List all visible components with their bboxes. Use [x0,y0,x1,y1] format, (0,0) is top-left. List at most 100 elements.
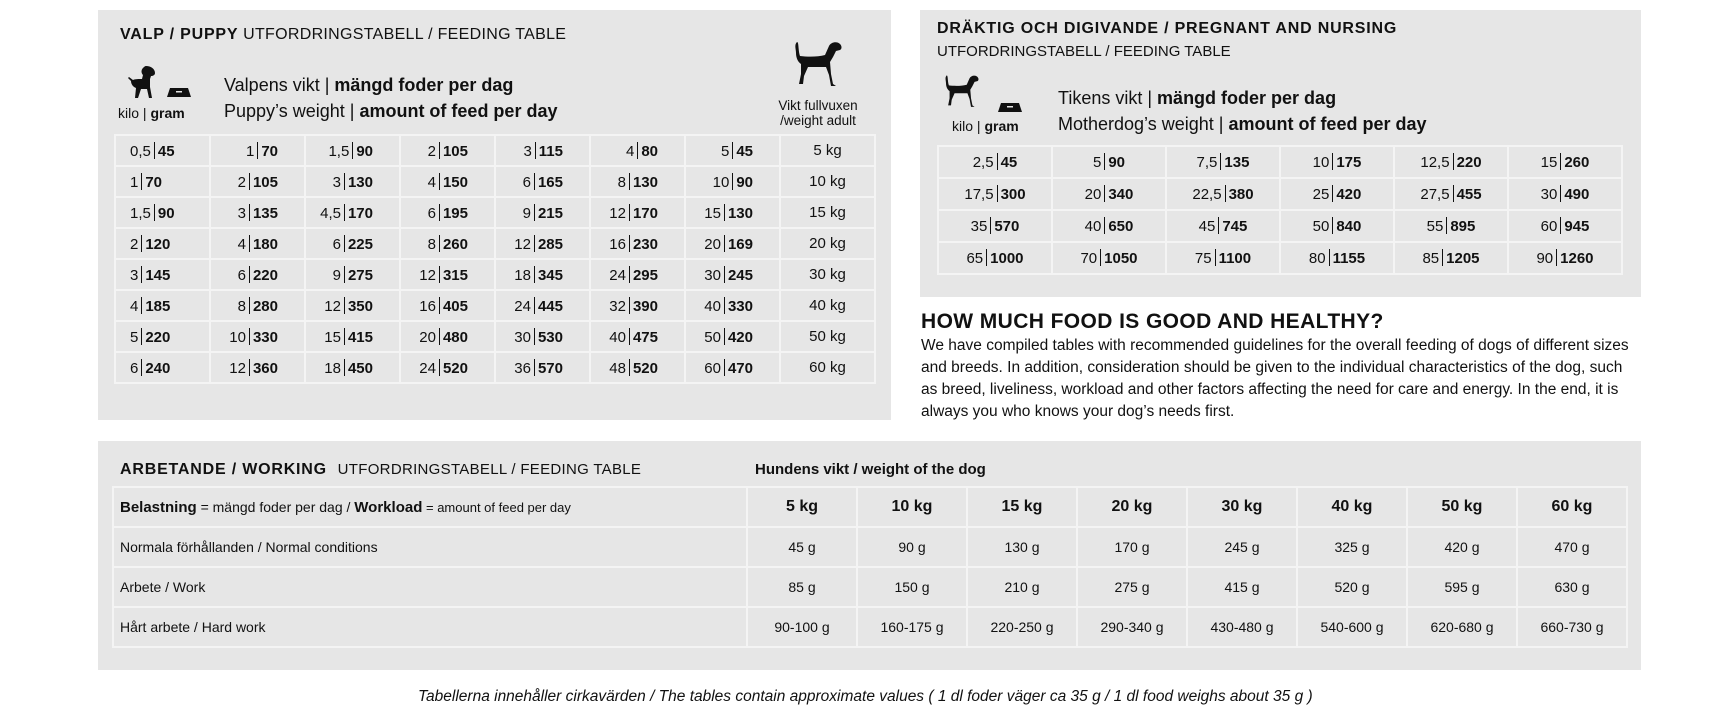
gram-value: 445 [537,297,563,315]
feed-cell: 9 275 [304,258,401,291]
feed-cell: 6 225 [304,227,401,260]
header-bold: Workload [354,498,423,516]
kilo-value: 9 [332,266,341,284]
feed-cell: 10 175 [1279,145,1395,179]
kilo-value: 12 [229,359,246,377]
gram-value: 360 [252,359,278,377]
table-row: 4 185 8 280 12 350 16 405 24 445 32 390 40 330 40 kg [114,289,876,322]
feed-amount-cell: 420 g [1406,526,1518,568]
separator [533,327,535,345]
feed-cell: 6 220 [209,258,306,291]
separator [141,358,143,376]
separator [1442,249,1444,266]
kilo-value: 30 [1540,186,1558,203]
gram-value: 315 [442,266,468,284]
kilo-value: 3 [523,142,532,160]
feed-cell: 18 345 [494,258,591,291]
kilo-value: 22,5 [1192,186,1222,203]
kilo-value: 0,5 [130,142,151,160]
kilo-value: 80 [1308,250,1326,267]
gram-value: 90 [157,204,175,222]
weight-column-header: 60 kg [1516,486,1628,528]
table-row: 6 240 12 360 18 450 24 520 36 570 48 520 60 470 60 kg [114,351,876,384]
gram-value: 330 [727,297,753,315]
gram-value: 90 [356,142,373,160]
kilo-value: 20 [1084,186,1102,203]
feed-amount-cell: 325 g [1296,526,1408,568]
gram-value: 745 [1222,218,1248,235]
gram-value: 300 [1000,186,1026,203]
pregnant-title-text: DRÄKTIG OCH DIGIVANDE / PREGNANT AND NUR… [937,20,1398,37]
kilo-value: 16 [609,235,626,253]
feed-cell: 1 70 [209,134,306,167]
kilo-value: 60 [704,359,721,377]
kilo-value: 16 [419,297,436,315]
gram-value: 170 [632,204,658,222]
separator [1104,185,1106,202]
separator [732,141,734,159]
adult-weight-cell: 40 kg [779,289,876,322]
feed-cell: 40 475 [589,320,686,353]
feed-cell: 36 570 [494,351,591,384]
gram-value: 45 [157,142,175,160]
separator [343,203,345,221]
feed-cell: 90 1260 [1507,241,1623,275]
kilo-value: 40 [704,297,721,315]
puppy-label-swedish: Valpens vikt | mängd foder per dag [224,75,514,95]
separator [343,296,345,314]
adult-weight-label: Vikt fullvuxen /weight adult [778,98,858,128]
separator [343,327,345,345]
separator [438,141,440,159]
gram-value: 420 [1336,186,1362,203]
kilo-value: 65 [966,250,984,267]
kilo-value: 24 [419,359,436,377]
kilo-value: 12,5 [1420,154,1450,171]
feed-cell: 6 240 [114,351,211,384]
feed-cell: 40 650 [1051,209,1167,243]
gram-value: 130 [727,204,753,222]
kilo-value: 12 [514,235,531,253]
feed-amount-cell: 470 g [1516,526,1628,568]
pregnant-label-english: Motherdog’s weight | amount of feed per … [1058,114,1427,134]
feed-amount-cell: 620-680 g [1406,606,1518,648]
separator [1104,153,1106,170]
kilo-value: 5 [1092,154,1102,171]
feed-cell: 12 170 [589,196,686,229]
separator [723,358,725,376]
weight-column-header: 50 kg [1406,486,1518,528]
separator [141,234,143,252]
gram-value: 130 [632,173,658,191]
gram-value: 405 [442,297,468,315]
separator [628,234,630,252]
separator [723,327,725,345]
gram-value: 475 [632,328,658,346]
separator [1214,249,1216,266]
separator [1104,217,1106,234]
kilo-value: 90 [1536,250,1554,267]
adult-weight-cell: 15 kg [779,196,876,229]
feed-cell: 65 1000 [937,241,1053,275]
label-light: Motherdog’s weight [1058,114,1214,134]
pregnant-feeding-table: 2,5 45 5 90 7,5 135 10 175 12,5 220 15 260 17,5 300 20… [937,145,1623,275]
workload-label: Arbete / Work [112,566,748,608]
separator [141,327,143,345]
table-row: 0,5 45 1 70 1,5 90 2 105 3 115 4 80 5 45 5 kg [114,134,876,167]
gram-value: 390 [632,297,658,315]
gram-value: 530 [537,328,563,346]
workload-label: Hårt arbete / Hard work [112,606,748,648]
separator [343,172,345,190]
separator [438,296,440,314]
feed-amount-cell: 660-730 g [1516,606,1628,648]
table-row: Arbete / Work 85 g 150 g 210 g 275 g 415 g 520… [112,566,1628,608]
feed-amount-cell: 90 g [856,526,968,568]
separator [533,203,535,221]
feed-cell: 1,5 90 [304,134,401,167]
feed-cell: 30 490 [1507,177,1623,211]
weight-column-header: 40 kg [1296,486,1408,528]
feed-cell: 4 150 [399,165,496,198]
kilo-value: 15 [1540,154,1558,171]
kilo-value: 50 [704,328,721,346]
kilo-value: 1 [245,142,255,160]
kilo-value: 6 [130,359,139,377]
gram-value: 225 [347,235,373,253]
